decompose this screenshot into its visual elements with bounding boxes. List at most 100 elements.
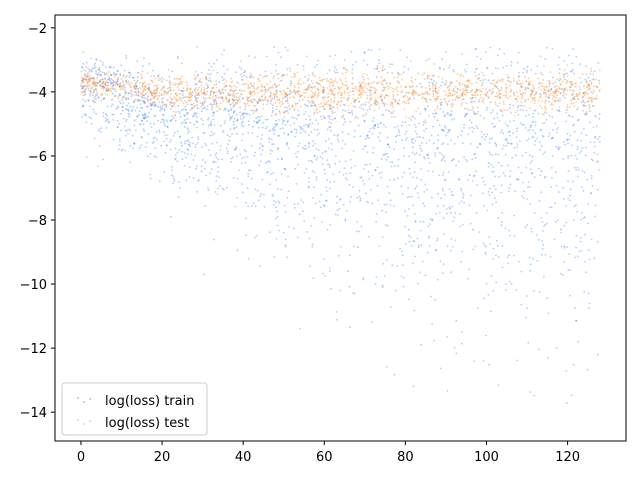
- data-point: [185, 81, 188, 84]
- data-point: [140, 107, 142, 109]
- data-point: [202, 123, 204, 126]
- data-point: [593, 97, 595, 100]
- data-point: [152, 97, 155, 100]
- data-point: [102, 158, 105, 161]
- data-point: [82, 81, 85, 84]
- data-point: [304, 131, 307, 134]
- data-point: [489, 243, 491, 245]
- data-point: [209, 91, 212, 93]
- data-point: [581, 96, 584, 99]
- data-point: [139, 92, 141, 94]
- data-point: [340, 100, 343, 102]
- data-point: [253, 82, 256, 85]
- data-point: [108, 71, 110, 73]
- data-point: [299, 94, 302, 97]
- data-point: [193, 105, 195, 108]
- data-point: [240, 73, 243, 76]
- data-point: [99, 85, 102, 87]
- data-point: [203, 91, 205, 94]
- data-point: [462, 98, 465, 100]
- data-point: [396, 101, 399, 104]
- data-point: [142, 83, 145, 85]
- data-point: [250, 72, 252, 75]
- data-point: [144, 93, 147, 96]
- data-point: [142, 94, 145, 97]
- data-point: [210, 91, 213, 93]
- data-point: [310, 96, 313, 99]
- data-point: [129, 74, 132, 77]
- data-point: [193, 102, 195, 105]
- data-point: [414, 220, 417, 223]
- data-point: [214, 94, 217, 97]
- data-point: [494, 125, 497, 128]
- data-point: [508, 187, 511, 190]
- data-point: [369, 98, 372, 100]
- data-point: [225, 95, 227, 98]
- data-point: [84, 78, 87, 81]
- data-point: [575, 100, 578, 103]
- data-point: [495, 92, 498, 95]
- data-point: [266, 83, 268, 85]
- data-point: [393, 76, 396, 79]
- data-point: [513, 94, 516, 97]
- data-point: [483, 138, 486, 141]
- data-point: [373, 124, 376, 127]
- data-point: [460, 133, 462, 136]
- data-point: [310, 99, 313, 102]
- data-point: [104, 83, 106, 85]
- data-point: [305, 89, 308, 92]
- data-point: [161, 98, 163, 101]
- data-point: [387, 88, 390, 91]
- data-point: [372, 117, 375, 120]
- data-point: [448, 206, 451, 209]
- data-point: [495, 67, 497, 70]
- data-point: [345, 68, 347, 71]
- data-point: [419, 112, 422, 115]
- data-point: [171, 166, 173, 168]
- data-point: [532, 116, 534, 118]
- data-point: [164, 134, 167, 137]
- data-point: [590, 192, 592, 195]
- data-point: [383, 104, 386, 107]
- data-point: [328, 115, 331, 117]
- data-point: [570, 70, 572, 73]
- data-point: [522, 85, 524, 88]
- data-point: [275, 119, 277, 122]
- data-point: [478, 77, 481, 79]
- data-point: [155, 92, 158, 95]
- data-point: [189, 98, 192, 101]
- data-point: [102, 86, 105, 89]
- data-point: [585, 114, 587, 116]
- data-point: [263, 86, 266, 88]
- data-point: [354, 101, 356, 104]
- data-point: [375, 103, 377, 105]
- data-point: [465, 93, 468, 96]
- data-point: [365, 145, 367, 147]
- data-point: [597, 138, 600, 141]
- data-point: [170, 139, 172, 142]
- data-point: [173, 96, 176, 99]
- data-point: [357, 117, 359, 120]
- data-point: [333, 94, 336, 97]
- data-point: [279, 127, 282, 130]
- data-point: [87, 99, 90, 102]
- data-point: [215, 180, 218, 182]
- data-point: [565, 369, 568, 372]
- data-point: [589, 88, 592, 91]
- data-point: [566, 64, 569, 66]
- data-point: [267, 101, 269, 103]
- data-point: [347, 104, 350, 107]
- data-point: [485, 93, 487, 95]
- data-point: [158, 92, 161, 95]
- data-point: [539, 94, 542, 96]
- data-point: [510, 282, 513, 285]
- data-point: [566, 75, 569, 77]
- data-point: [568, 81, 571, 83]
- data-point: [593, 97, 596, 100]
- data-point: [509, 107, 511, 109]
- data-point: [162, 114, 165, 117]
- data-point: [339, 289, 342, 292]
- data-point: [322, 91, 324, 94]
- data-point: [173, 135, 176, 137]
- data-point: [517, 106, 519, 109]
